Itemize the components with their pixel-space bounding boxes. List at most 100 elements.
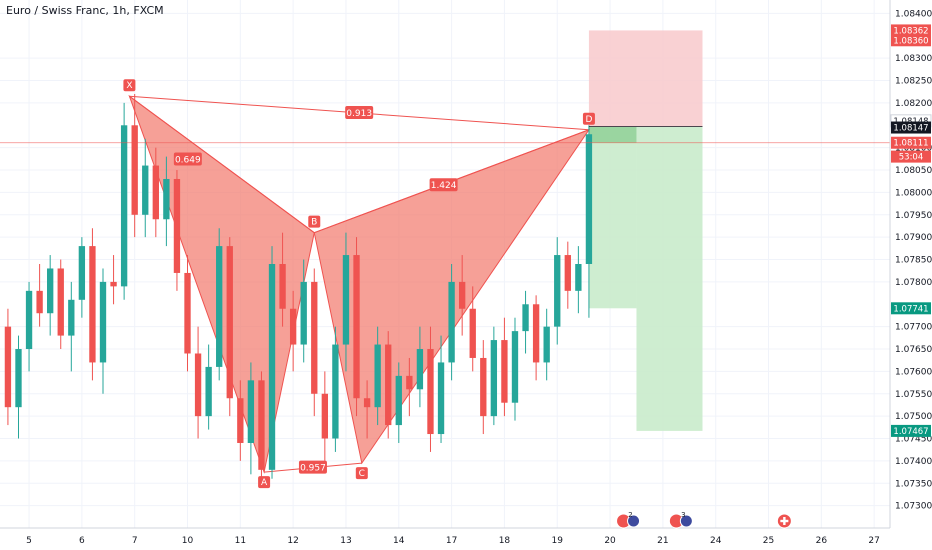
- candle-body: [585, 134, 593, 264]
- candle-body: [120, 125, 128, 287]
- pattern-point-label: C: [359, 469, 365, 479]
- candle-body: [15, 349, 22, 408]
- candle-body: [163, 178, 170, 220]
- candle-body: [300, 281, 307, 345]
- y-tick-label: 1.07300: [895, 502, 932, 512]
- candle-body: [321, 393, 329, 439]
- ratio-badge: [345, 105, 374, 119]
- candle-body: [36, 290, 43, 314]
- pattern-point-label: X: [126, 81, 132, 91]
- price-label-badge: [891, 34, 931, 47]
- ratio-badge: [173, 152, 202, 166]
- candle-body: [543, 326, 550, 363]
- pattern-point-badge: [582, 112, 595, 125]
- candle-body: [47, 268, 54, 314]
- price-label-badge: [891, 424, 931, 437]
- candle-body: [99, 281, 107, 363]
- price-label: 1.08362: [893, 26, 928, 36]
- candle-body: [247, 380, 255, 443]
- pattern-point-label: D: [585, 115, 592, 125]
- candle-body: [57, 268, 64, 336]
- candle-body: [237, 398, 244, 443]
- event-flag-icon: [627, 514, 641, 528]
- y-tick-label: 1.07800: [895, 278, 932, 288]
- candle-body: [522, 304, 529, 332]
- candle-body: [554, 255, 561, 327]
- candle-body: [142, 165, 149, 215]
- price-label: 1.08111: [893, 139, 928, 149]
- stop-loss-zone: [588, 30, 703, 127]
- y-tick-label: 1.07650: [895, 345, 932, 355]
- candle-body: [311, 281, 318, 394]
- candle-body: [226, 246, 233, 399]
- flag-cross: [780, 519, 789, 523]
- pattern-point-badge: [355, 467, 368, 480]
- y-tick-label: 1.07450: [895, 435, 932, 445]
- x-tick-label: 27: [868, 536, 879, 546]
- x-tick-label: 10: [182, 536, 194, 546]
- price-label-badge: [891, 302, 931, 315]
- y-tick-label: 1.07350: [895, 479, 932, 489]
- price-label: 1.08360: [893, 36, 928, 46]
- y-tick-label: 1.07550: [895, 390, 932, 400]
- candle-body: [458, 281, 466, 309]
- price-label: 1.08147: [893, 124, 928, 134]
- x-tick-label: 25: [763, 536, 774, 546]
- candle-body: [501, 340, 508, 403]
- candle-body: [406, 375, 413, 390]
- ratio-label: 1.424: [431, 181, 457, 191]
- y-tick-label: 1.08000: [895, 188, 932, 198]
- target-zone-2: [636, 126, 703, 431]
- candle-body: [469, 308, 476, 358]
- y-tick-label: 1.07400: [895, 457, 932, 467]
- candle-body: [216, 246, 223, 367]
- candle-body: [110, 281, 117, 287]
- ratio-badge: [298, 460, 327, 474]
- candle-body: [279, 264, 286, 309]
- candle-body: [194, 353, 202, 417]
- candle-body: [89, 246, 96, 363]
- price-label: 53:04: [899, 153, 924, 163]
- price-label: 1.07467: [893, 427, 928, 437]
- candle-body: [374, 344, 381, 408]
- pattern-point-badge: [123, 79, 136, 92]
- candle-body: [353, 255, 360, 399]
- time-axis-bg: [0, 528, 890, 550]
- price-label-badge: [891, 121, 931, 134]
- y-tick-label: 1.07700: [895, 323, 932, 333]
- candles: [4, 93, 593, 484]
- candle-body: [448, 281, 455, 363]
- candle-body: [173, 178, 181, 273]
- x-tick-label: 11: [235, 536, 246, 546]
- y-tick-label: 1.08250: [895, 77, 932, 87]
- price-label-badge: [891, 150, 931, 163]
- x-tick-label: 12: [287, 536, 298, 546]
- ratio-label: 0.649: [175, 155, 201, 165]
- x-tick-label: 20: [604, 536, 616, 546]
- event-flag-icon: [679, 514, 693, 528]
- candle-body: [258, 380, 265, 470]
- candle-body: [268, 264, 276, 470]
- event-count: 3: [681, 511, 685, 519]
- x-tick-label: 13: [340, 536, 351, 546]
- x-tick-label: 6: [79, 536, 85, 546]
- y-tick-label: 1.07500: [895, 412, 932, 422]
- x-tick-label: 19: [552, 536, 564, 546]
- candle-body: [289, 308, 297, 345]
- candle-body: [416, 349, 424, 390]
- price-axis-bg: [890, 0, 932, 550]
- x-tick-label: 26: [816, 536, 828, 546]
- ratio-label: 0.957: [300, 464, 326, 474]
- candle-body: [68, 299, 75, 336]
- time-axis: 5 6 7 10 11 12 13 14 17 18 19 20 21 24 25 26 27: [0, 527, 890, 550]
- candle-body: [437, 362, 445, 435]
- candle-body: [395, 375, 402, 426]
- event-count: 2: [628, 511, 632, 519]
- candle-body: [25, 290, 33, 350]
- ratio-badge: [429, 178, 458, 192]
- pattern-line: [129, 95, 315, 234]
- x-tick-label: 5: [26, 536, 32, 546]
